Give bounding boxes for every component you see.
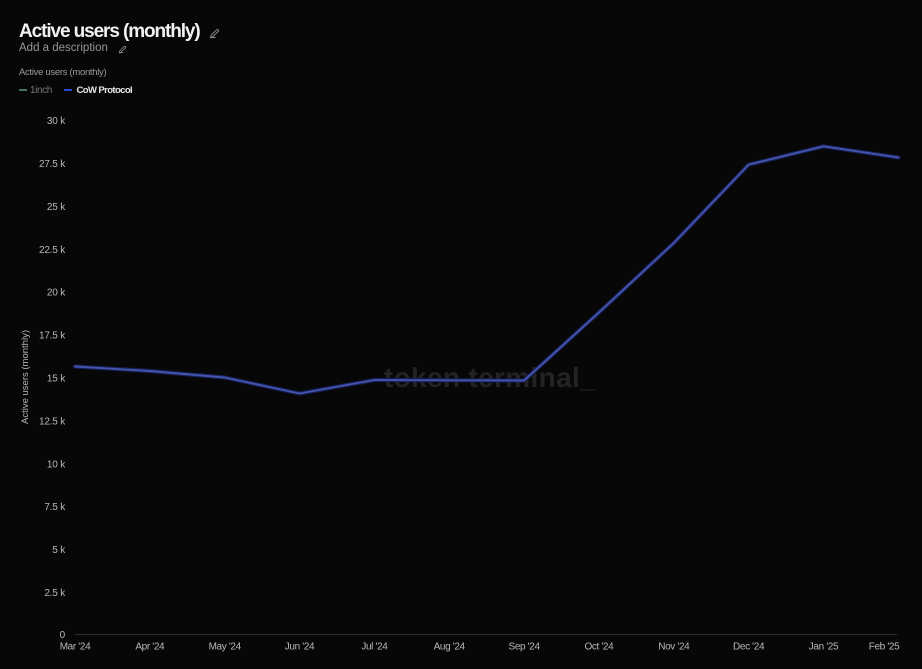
svg-text:27.5 k: 27.5 k — [39, 159, 66, 170]
svg-text:25 k: 25 k — [47, 202, 66, 213]
svg-text:Apr '24: Apr '24 — [135, 642, 165, 653]
svg-text:Aug '24: Aug '24 — [434, 642, 466, 653]
svg-text:20 k: 20 k — [47, 288, 66, 299]
svg-text:token terminal_: token terminal_ — [384, 362, 596, 393]
svg-text:Dec '24: Dec '24 — [733, 642, 765, 653]
svg-text:May '24: May '24 — [209, 642, 242, 653]
svg-text:Oct '24: Oct '24 — [584, 642, 614, 653]
svg-text:2.5 k: 2.5 k — [44, 588, 66, 599]
svg-text:Active users (monthly): Active users (monthly) — [20, 330, 31, 424]
svg-text:12.5 k: 12.5 k — [39, 416, 66, 427]
svg-text:Jun '24: Jun '24 — [285, 642, 315, 653]
svg-text:Nov '24: Nov '24 — [658, 642, 690, 653]
svg-text:7.5 k: 7.5 k — [44, 502, 66, 513]
svg-text:15 k: 15 k — [47, 374, 66, 385]
svg-text:22.5 k: 22.5 k — [39, 245, 66, 256]
svg-text:Jul '24: Jul '24 — [361, 642, 388, 653]
svg-text:17.5 k: 17.5 k — [39, 331, 66, 342]
svg-text:0: 0 — [60, 630, 66, 641]
svg-text:Jan '25: Jan '25 — [809, 642, 839, 653]
svg-text:Feb '25: Feb '25 — [869, 642, 900, 653]
svg-text:Sep '24: Sep '24 — [509, 642, 541, 653]
svg-text:5 k: 5 k — [52, 545, 66, 556]
svg-text:10 k: 10 k — [47, 459, 66, 470]
svg-text:Mar '24: Mar '24 — [60, 642, 91, 653]
svg-text:30 k: 30 k — [47, 116, 66, 127]
